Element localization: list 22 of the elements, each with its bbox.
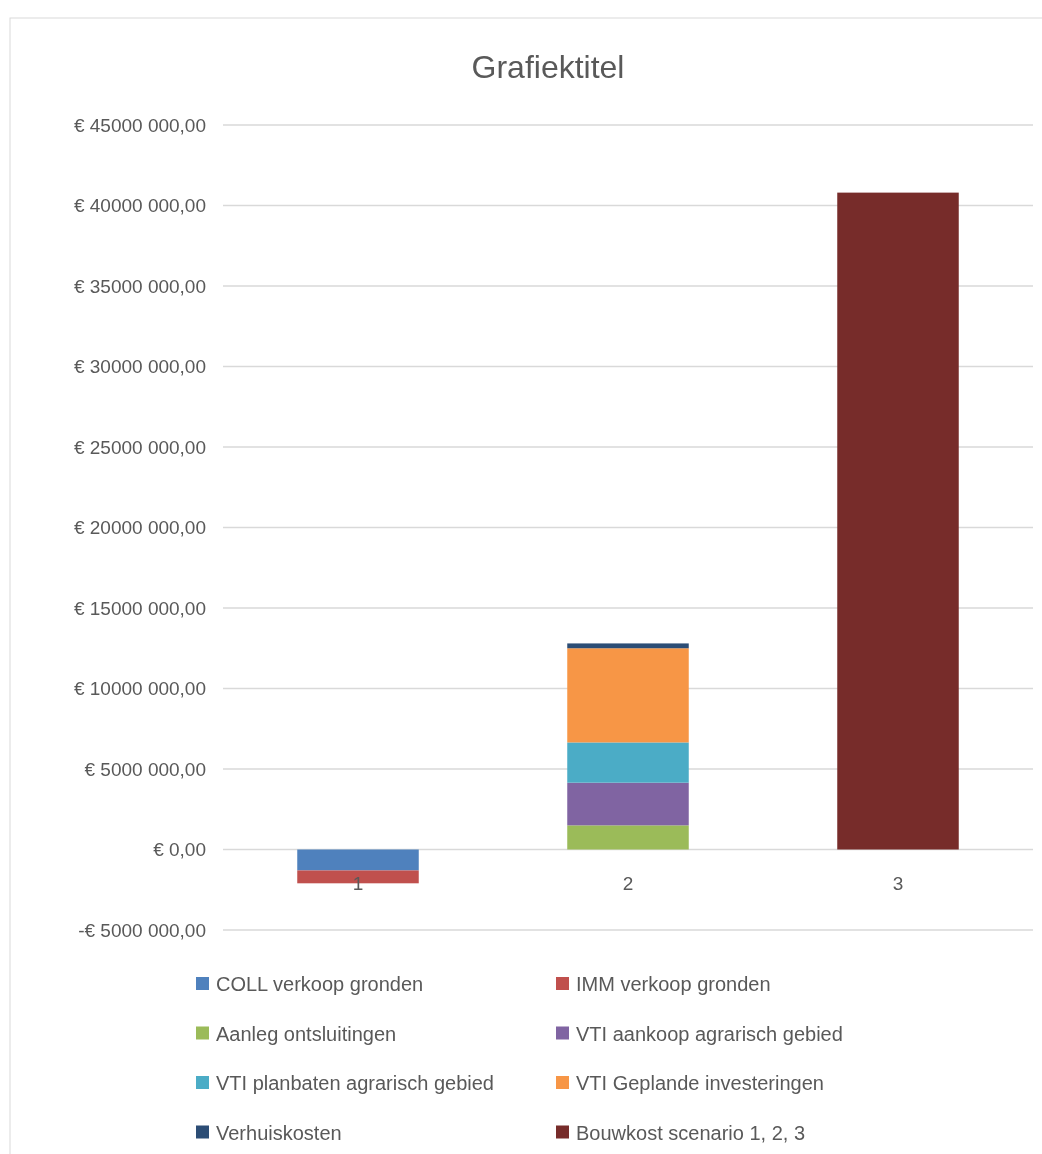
y-tick-label: € 45000 000,00 — [73, 114, 206, 136]
y-tick-label: € 5000 000,00 — [84, 758, 206, 780]
legend-label: Aanleg ontsluitingen — [216, 1022, 397, 1045]
y-tick-label: € 30000 000,00 — [73, 356, 206, 378]
y-tick-label: € 25000 000,00 — [73, 436, 206, 458]
legend-label: Verhuiskosten — [216, 1121, 342, 1144]
y-tick-label: € 35000 000,00 — [73, 275, 206, 297]
y-tick-label: € 40000 000,00 — [73, 195, 206, 217]
legend-label: IMM verkoop gronden — [576, 973, 771, 995]
y-tick-label: € 0,00 — [153, 839, 206, 861]
legend-label: VTI aankoop agrarisch gebied — [576, 1022, 843, 1045]
y-tick-label: -€ 5000 000,00 — [78, 919, 206, 941]
legend-label: VTI planbaten agrarisch gebied — [216, 1072, 494, 1094]
y-tick-label: € 15000 000,00 — [73, 597, 206, 619]
legend-label: Bouwkost scenario 1, 2, 3 — [576, 1121, 806, 1144]
x-tick-label: 3 — [892, 872, 904, 894]
y-tick-label: € 20000 000,00 — [73, 517, 206, 539]
legend-label: VTI Geplande investeringen — [576, 1072, 824, 1094]
y-tick-label: € 10000 000,00 — [73, 678, 206, 700]
x-tick-label: 2 — [622, 872, 634, 894]
chart-title: Grafiektitel — [471, 49, 625, 85]
legend-label: COLL verkoop gronden — [216, 973, 424, 995]
